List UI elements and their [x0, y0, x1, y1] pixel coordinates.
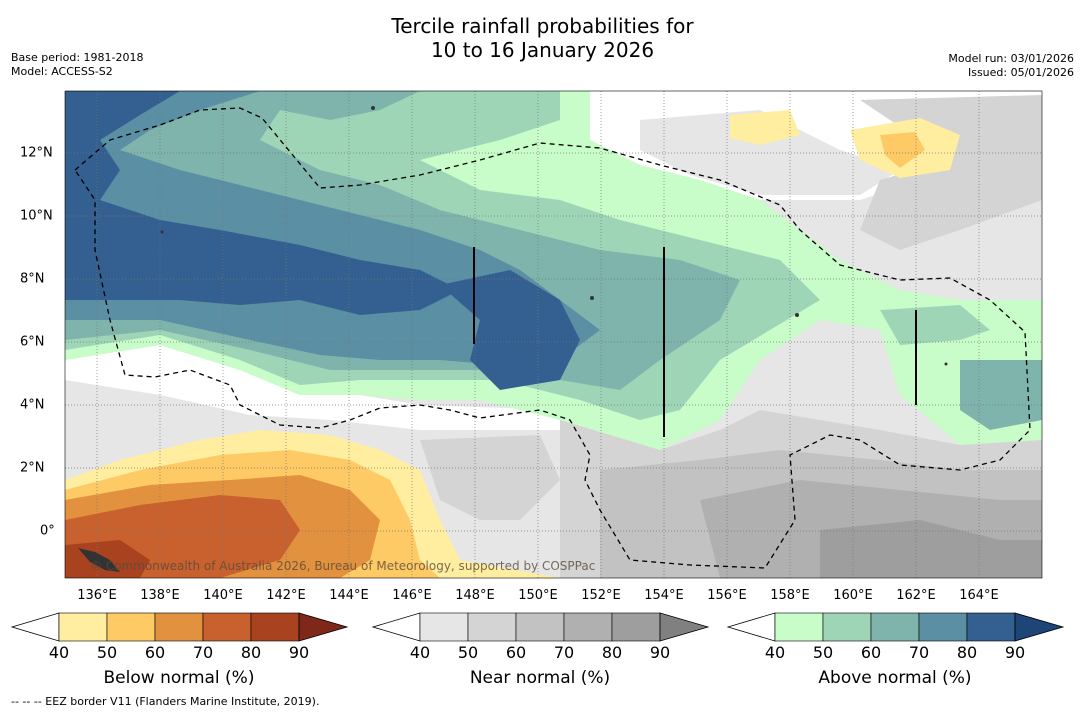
below-colorbar-tick: 70	[192, 643, 214, 662]
below-colorbar-min-arrow	[10, 612, 60, 642]
lon-tick-label: 136°E	[77, 588, 117, 603]
model-run: Model run: 03/01/2026	[948, 52, 1074, 65]
lat-tick-label: 8°N	[20, 271, 45, 287]
lon-tick-label: 150°E	[518, 588, 558, 603]
lon-tick-label: 164°E	[959, 588, 999, 603]
issued-date: Issued: 05/01/2026	[967, 66, 1074, 79]
near-colorbar-bin	[515, 612, 565, 642]
below-colorbar-bin	[106, 612, 156, 642]
near-colorbar-max-arrow	[659, 612, 710, 642]
lon-tick-label: 160°E	[833, 588, 873, 603]
lon-tick-label: 154°E	[644, 588, 684, 603]
below-colorbar-bin	[202, 612, 252, 642]
lon-tick-label: 138°E	[140, 588, 180, 603]
near-colorbar-tick: 40	[409, 643, 431, 662]
eez-border	[74, 107, 1031, 569]
above-colorbar-bin	[966, 612, 1016, 642]
near-colorbar-min-arrow	[371, 612, 421, 642]
above-colorbar-tick: 80	[956, 643, 978, 662]
meta-left: Base period: 1981-2018 Model: ACCESS-S2	[11, 51, 143, 79]
lon-tick-label: 140°E	[203, 588, 243, 603]
above-colorbar-tick: 50	[812, 643, 834, 662]
lon-tick-label: 156°E	[707, 588, 747, 603]
below-colorbar-tick: 60	[144, 643, 166, 662]
lon-tick-label: 148°E	[455, 588, 495, 603]
above-colorbar-min-arrow	[726, 612, 776, 642]
near-colorbar-tick: 70	[553, 643, 575, 662]
near-colorbar-bin	[611, 612, 661, 642]
lon-tick-label: 146°E	[392, 588, 432, 603]
above-colorbar-tick: 40	[764, 643, 786, 662]
base-period: Base period: 1981-2018	[11, 51, 144, 64]
lat-tick-label: 0°	[40, 523, 55, 539]
above-colorbar-bin	[774, 612, 824, 642]
below-colorbar-max-arrow	[298, 612, 349, 642]
lat-tick-label: 6°N	[20, 334, 45, 350]
near-colorbar-tick: 80	[601, 643, 623, 662]
islands	[78, 106, 948, 572]
above-colorbar-bin	[870, 612, 920, 642]
lat-tick-label: 4°N	[20, 397, 45, 413]
model-name: Model: ACCESS-S2	[11, 65, 113, 78]
title-line-1: Tercile rainfall probabilities for	[391, 14, 694, 38]
near-colorbar-tick: 60	[505, 643, 527, 662]
chart-title: Tercile rainfall probabilities for 10 to…	[0, 14, 1085, 62]
near-colorbar-tick: 90	[649, 643, 671, 662]
above-colorbar-bin	[918, 612, 968, 642]
lat-tick-label: 2°N	[20, 460, 45, 476]
above-colorbar-title: Above normal (%)	[818, 668, 972, 688]
lat-tick-label: 10°N	[20, 208, 53, 224]
lon-tick-label: 162°E	[896, 588, 936, 603]
near-colorbar-bin	[467, 612, 517, 642]
eez-footnote: -- -- -- EEZ border V11 (Flanders Marine…	[11, 695, 320, 708]
below-colorbar-bin	[154, 612, 204, 642]
below-colorbar-tick: 50	[96, 643, 118, 662]
near-colorbar-bin	[419, 612, 469, 642]
above-colorbar-tick: 70	[908, 643, 930, 662]
lon-tick-label: 144°E	[329, 588, 369, 603]
below-colorbar-tick: 40	[48, 643, 70, 662]
below-colorbar-title: Below normal (%)	[103, 668, 255, 688]
above-colorbar-tick: 90	[1004, 643, 1026, 662]
graticule	[65, 91, 1042, 578]
below-colorbar-tick: 90	[288, 643, 310, 662]
above-colorbar-tick: 60	[860, 643, 882, 662]
probability-field: © Commonwealth of Australia 2026, Bureau…	[65, 91, 1042, 578]
above-colorbar-max-arrow	[1014, 612, 1065, 642]
near-colorbar-title: Near normal (%)	[469, 668, 611, 688]
near-colorbar-tick: 50	[457, 643, 479, 662]
lon-tick-label: 158°E	[770, 588, 810, 603]
below-colorbar-bin	[250, 612, 300, 642]
below-colorbar-tick: 80	[240, 643, 262, 662]
meta-right: Model run: 03/01/2026 Issued: 05/01/2026	[948, 52, 1074, 80]
title-line-2: 10 to 16 January 2026	[430, 38, 655, 62]
below-colorbar-bin	[58, 612, 108, 642]
lon-tick-label: 142°E	[266, 588, 306, 603]
colorbars	[10, 612, 1065, 642]
near-colorbar-bin	[563, 612, 613, 642]
above-colorbar-bin	[822, 612, 872, 642]
map-credit: © Commonwealth of Australia 2026, Bureau…	[90, 559, 595, 573]
lon-tick-label: 152°E	[581, 588, 621, 603]
lat-tick-label: 12°N	[20, 145, 53, 161]
